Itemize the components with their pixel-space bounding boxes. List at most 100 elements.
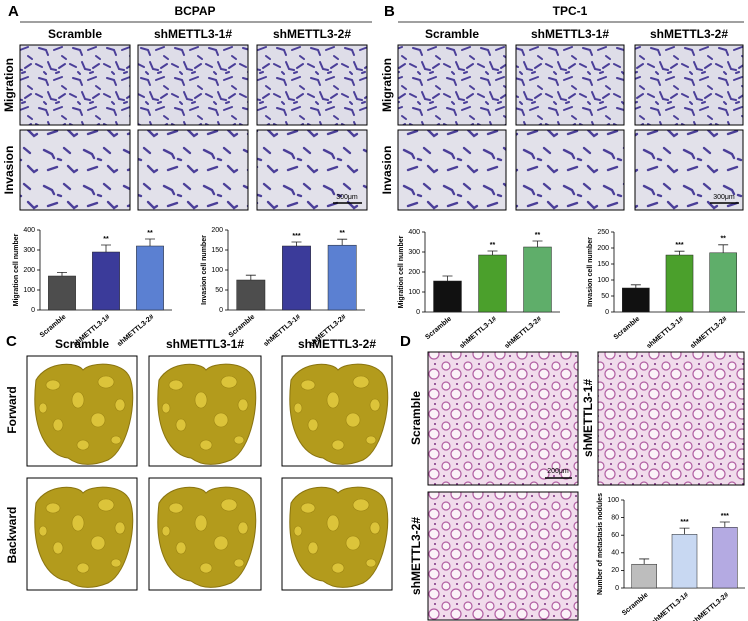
panel-letter: D xyxy=(400,333,411,350)
bar xyxy=(327,244,357,311)
y-tick-label: 0 xyxy=(615,585,619,592)
y-tick-label: 0 xyxy=(219,307,223,314)
y-tick-label: 400 xyxy=(23,227,35,234)
y-axis-label: Number of metastasis nodules xyxy=(597,493,604,595)
y-tick-label: 50 xyxy=(601,293,609,300)
image-label: shMETTL3-1# xyxy=(581,379,595,457)
significance: *** xyxy=(292,233,300,240)
x-tick-label: shMETTL3-1# xyxy=(459,316,498,351)
bar xyxy=(631,563,657,589)
row-label: Invasion xyxy=(380,146,394,195)
bar xyxy=(48,275,76,311)
bar xyxy=(236,279,266,311)
bar xyxy=(622,287,650,313)
y-tick-label: 40 xyxy=(611,550,619,557)
y-tick-label: 60 xyxy=(611,532,619,539)
bar xyxy=(433,280,462,313)
y-tick-label: 200 xyxy=(23,267,35,274)
histology xyxy=(427,491,579,621)
bar xyxy=(671,534,698,589)
y-tick-label: 20 xyxy=(611,567,619,574)
scale-label: 200μm xyxy=(547,468,569,475)
significance: *** xyxy=(721,513,729,520)
significance: *** xyxy=(675,242,683,249)
histology xyxy=(427,351,579,486)
micrograph xyxy=(397,129,507,211)
x-tick-label: Scramble xyxy=(424,316,453,342)
column-header: Scramble xyxy=(48,27,102,41)
column-header: Scramble xyxy=(425,27,479,41)
x-tick-label: shMETTL3-2# xyxy=(689,316,728,351)
liver-photos xyxy=(26,355,393,591)
panel-letter: B xyxy=(384,3,395,20)
bar xyxy=(712,527,738,589)
x-tick-label: shMETTL3-2# xyxy=(691,592,730,621)
error-bar xyxy=(674,250,685,256)
micrograph xyxy=(515,129,625,211)
y-tick-label: 300 xyxy=(23,247,35,254)
row-label: Migration xyxy=(380,58,394,112)
micrograph xyxy=(256,129,368,211)
significance: ** xyxy=(720,236,726,243)
significance: *** xyxy=(680,519,688,526)
image-label: shMETTL3-2# xyxy=(409,517,423,595)
y-tick-label: 100 xyxy=(23,287,35,294)
column-header: shMETTL3-1# xyxy=(531,27,609,41)
bar xyxy=(523,246,552,313)
column-header: Scramble xyxy=(55,337,109,351)
error-bar xyxy=(719,521,730,528)
error-bar xyxy=(718,244,729,253)
bar xyxy=(282,245,311,311)
column-header: shMETTL3-2# xyxy=(298,337,376,351)
error-bar xyxy=(291,241,302,246)
panel-title: BCPAP xyxy=(174,4,215,18)
y-tick-label: 100 xyxy=(597,277,609,284)
error-bar xyxy=(101,244,111,252)
significance: ** xyxy=(103,236,109,243)
y-tick-label: 200 xyxy=(211,227,223,234)
significance: ** xyxy=(535,232,541,239)
bar xyxy=(136,245,164,311)
y-axis-label: Migration cell number xyxy=(13,233,20,306)
row-label: Invasion xyxy=(2,146,16,195)
x-tick-label: Scramble xyxy=(613,316,642,342)
y-axis-label: Invasion cell number xyxy=(201,235,208,305)
micrograph xyxy=(515,44,625,126)
y-tick-label: 200 xyxy=(597,245,609,252)
micrograph xyxy=(397,44,507,126)
significance: ** xyxy=(490,242,496,249)
micrograph xyxy=(19,44,131,126)
error-bar xyxy=(245,274,256,280)
y-axis-label: Invasion cell number xyxy=(587,237,594,307)
micrograph xyxy=(137,129,249,211)
error-bar xyxy=(337,238,348,246)
x-tick-label: shMETTL3-1# xyxy=(646,316,685,351)
panel-letter: A xyxy=(8,3,19,20)
x-tick-label: Scramble xyxy=(621,592,650,618)
y-tick-label: 0 xyxy=(416,309,420,316)
x-tick-label: shMETTL3-2# xyxy=(116,314,155,349)
error-bar xyxy=(57,272,67,276)
histology xyxy=(597,351,745,486)
y-tick-label: 150 xyxy=(211,247,223,254)
row-label: Forward xyxy=(5,386,19,433)
panel-title: TPC-1 xyxy=(553,4,588,18)
y-tick-label: 80 xyxy=(611,514,619,521)
column-header: shMETTL3-2# xyxy=(273,27,351,41)
panel-letter: C xyxy=(6,333,17,350)
column-header: shMETTL3-2# xyxy=(650,27,728,41)
y-tick-label: 100 xyxy=(408,289,420,296)
scale-label: 300μm xyxy=(336,194,358,201)
significance: ** xyxy=(339,230,345,237)
y-tick-label: 100 xyxy=(607,497,619,504)
y-tick-label: 200 xyxy=(408,269,420,276)
micrograph xyxy=(634,44,744,126)
y-tick-label: 150 xyxy=(597,261,609,268)
y-tick-label: 0 xyxy=(31,307,35,314)
row-label: Migration xyxy=(2,58,16,112)
bar xyxy=(478,254,507,313)
x-tick-label: shMETTL3-1# xyxy=(651,592,690,621)
x-tick-label: shMETTL3-1# xyxy=(263,314,302,349)
micrograph xyxy=(137,44,249,126)
